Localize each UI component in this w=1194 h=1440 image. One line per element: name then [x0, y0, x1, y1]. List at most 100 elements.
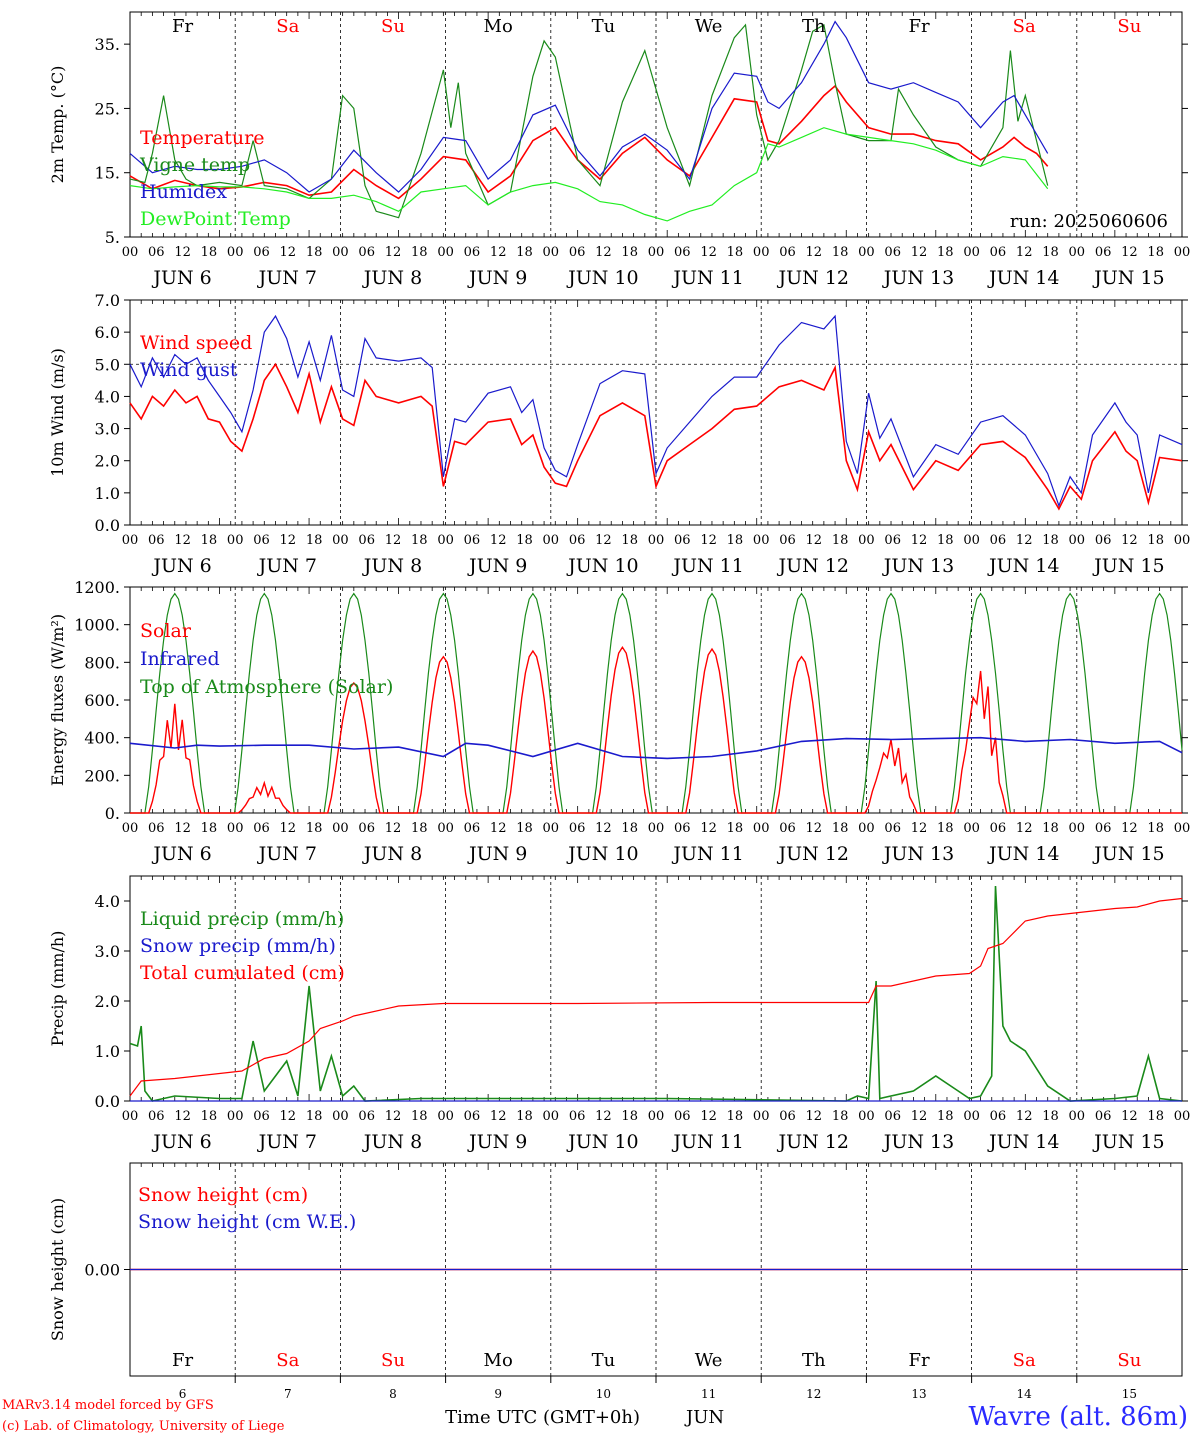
date-label: JUN 7 — [257, 1131, 317, 1153]
hour-label: 06 — [464, 245, 481, 260]
hour-label: 06 — [253, 821, 270, 836]
hour-label: 18 — [306, 1109, 323, 1124]
hour-label: 00 — [227, 1109, 244, 1124]
hour-label: 12 — [280, 245, 297, 260]
hour-label: 00 — [332, 245, 349, 260]
hour-label: 18 — [937, 245, 954, 260]
hour-label: 00 — [122, 821, 139, 836]
hour-label: 06 — [358, 1109, 375, 1124]
weekday-label: Sa — [276, 16, 299, 37]
hour-label: 12 — [385, 533, 402, 548]
date-label: JUN 8 — [362, 267, 422, 289]
date-label: JUN 14 — [987, 555, 1059, 577]
date-label: JUN 8 — [362, 1131, 422, 1153]
legend-label: Liquid precip (mm/h) — [140, 908, 344, 930]
date-label: JUN 7 — [257, 843, 317, 865]
hour-label: 12 — [174, 1109, 191, 1124]
hour-label: 18 — [937, 533, 954, 548]
hour-label: 06 — [779, 821, 796, 836]
legend-label: Wind speed — [140, 332, 252, 354]
hour-label: 00 — [753, 821, 770, 836]
hour-label: 00 — [122, 533, 139, 548]
hour-label: 06 — [1095, 1109, 1112, 1124]
hour-label: 00 — [753, 533, 770, 548]
hour-label: 00 — [1069, 821, 1086, 836]
hour-label: 00 — [543, 245, 560, 260]
y-axis-label: Energy fluxes (W/m²) — [48, 614, 67, 786]
hour-label: 00 — [963, 1109, 980, 1124]
hour-label: 00 — [227, 533, 244, 548]
hour-label: 00 — [437, 245, 454, 260]
hour-label: 12 — [700, 821, 717, 836]
hour-label: 18 — [621, 533, 638, 548]
hour-label: 18 — [1147, 821, 1164, 836]
hour-label: 00 — [122, 245, 139, 260]
hour-label: 00 — [437, 821, 454, 836]
hour-label: 00 — [963, 533, 980, 548]
hour-label: 06 — [358, 821, 375, 836]
legend-label: Snow precip (mm/h) — [140, 935, 336, 957]
date-label: JUN 13 — [882, 843, 954, 865]
date-label: JUN 13 — [882, 1131, 954, 1153]
series-line-2-2 — [129, 314, 1183, 508]
date-label: JUN 8 — [362, 555, 422, 577]
hour-label: 18 — [621, 245, 638, 260]
date-label: JUN 13 — [882, 267, 954, 289]
hour-label: 12 — [1016, 533, 1033, 548]
y-tick-label: 0.00 — [84, 1261, 120, 1280]
day-number: 9 — [494, 1387, 502, 1401]
y-tick-label: 0.0 — [95, 1092, 120, 1111]
hour-label: 12 — [385, 245, 402, 260]
station-name: Wavre (alt. 86m) — [968, 1402, 1188, 1432]
plot-frame — [129, 11, 1183, 238]
hour-label: 12 — [490, 245, 507, 260]
legend-label: DewPoint Temp — [140, 208, 291, 230]
hour-label: 18 — [621, 1109, 638, 1124]
hour-label: 00 — [648, 533, 665, 548]
date-label: JUN 10 — [566, 267, 638, 289]
hour-label: 00 — [332, 821, 349, 836]
hour-label: 06 — [779, 1109, 796, 1124]
y-tick-label: 1000. — [74, 616, 120, 635]
hour-label: 12 — [1121, 245, 1138, 260]
hour-label: 12 — [595, 1109, 612, 1124]
date-label: JUN 7 — [257, 555, 317, 577]
hour-label: 12 — [806, 533, 823, 548]
hour-label: 18 — [516, 1109, 533, 1124]
weekday-label: Su — [1117, 1350, 1141, 1371]
series-line-1-2 — [129, 23, 1049, 219]
hour-label: 00 — [122, 1109, 139, 1124]
date-label: JUN 6 — [151, 843, 211, 865]
hour-label: 00 — [1174, 821, 1191, 836]
hour-label: 00 — [437, 1109, 454, 1124]
date-label: JUN 15 — [1092, 267, 1164, 289]
hour-label: 00 — [543, 821, 560, 836]
hour-label: 00 — [1174, 533, 1191, 548]
hour-label: 06 — [1095, 245, 1112, 260]
hour-label: 12 — [1121, 1109, 1138, 1124]
hour-label: 12 — [911, 821, 928, 836]
model-credit: MARv3.14 model forced by GFS — [2, 1398, 214, 1413]
hour-label: 18 — [201, 245, 218, 260]
hour-label: 12 — [911, 245, 928, 260]
date-label: JUN 15 — [1092, 1131, 1164, 1153]
hour-label: 00 — [753, 1109, 770, 1124]
panel-1: 5. 15. 25. 35. 2m Temp. (°C) Temperature Vigne… — [48, 11, 1190, 289]
date-label: JUN 6 — [151, 267, 211, 289]
hour-label: 00 — [963, 821, 980, 836]
hour-label: 06 — [148, 1109, 165, 1124]
y-tick-label: 1.0 — [95, 484, 120, 503]
weekday-label: Su — [381, 16, 405, 37]
hour-label: 12 — [280, 821, 297, 836]
weekday-label: We — [695, 1350, 723, 1371]
hour-label: 12 — [806, 1109, 823, 1124]
y-tick-label: 0. — [105, 804, 120, 823]
date-label: JUN 12 — [777, 555, 849, 577]
hour-label: 06 — [674, 533, 691, 548]
weekday-label: Su — [381, 1350, 405, 1371]
weekday-label: Su — [1117, 16, 1141, 37]
hour-label: 00 — [543, 1109, 560, 1124]
date-label: JUN 15 — [1092, 555, 1164, 577]
date-label: JUN 11 — [671, 843, 743, 865]
hour-label: 12 — [595, 245, 612, 260]
